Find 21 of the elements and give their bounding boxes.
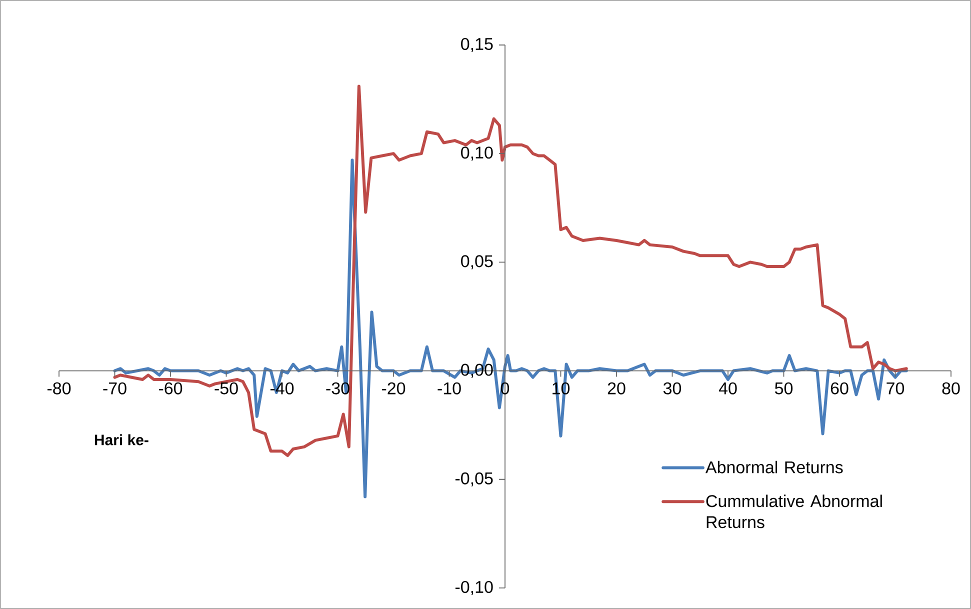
x-tick-label: 20: [608, 382, 626, 394]
legend-label: Abnormal Returns: [705, 460, 843, 474]
y-tick-label: 0,05: [461, 255, 493, 270]
y-tick-label: 0,10: [461, 146, 493, 161]
y-tick-label: -0,05: [455, 472, 493, 486]
y-tick-label: -0,10: [455, 580, 493, 596]
y-tick-label: 0,15: [461, 38, 493, 52]
x-tick-label: 60: [830, 382, 848, 394]
legend-label: Cummulative Abnormal Returns: [706, 494, 882, 528]
x-tick-label: -20: [382, 382, 406, 394]
x-tick-label: -60: [158, 382, 182, 394]
x-tick-label: 80: [942, 382, 960, 394]
x-tick-label: 50: [774, 382, 793, 394]
x-axis-title: Hari ke-: [94, 434, 148, 446]
x-tick-label: 40: [718, 382, 737, 394]
x-tick-label: -70: [103, 382, 126, 394]
x-tick-label: -50: [214, 382, 238, 394]
x-tick-label: -80: [47, 382, 71, 394]
x-tick-label: 30: [663, 382, 682, 394]
x-tick-label: 70: [886, 382, 904, 394]
x-tick-label: -10: [438, 382, 461, 394]
